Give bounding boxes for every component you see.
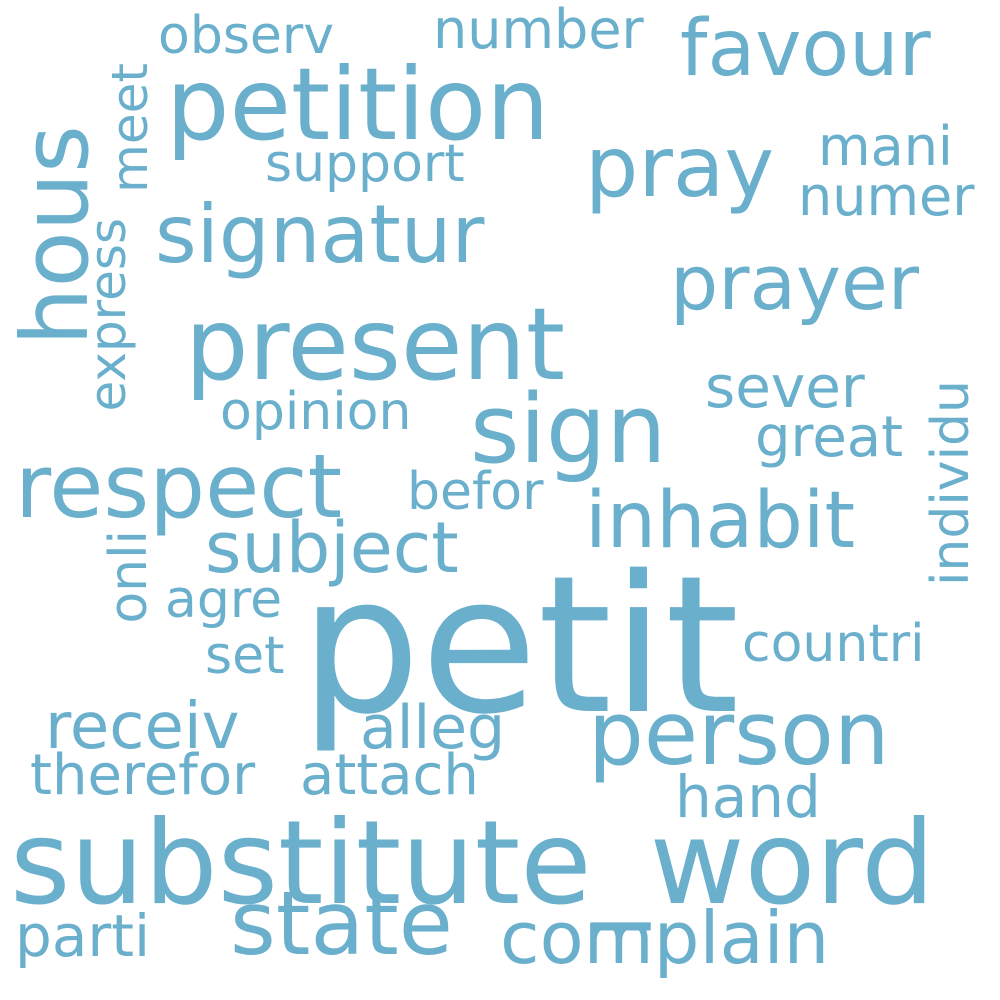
word-respect: respect bbox=[15, 435, 343, 538]
word-present: present bbox=[185, 286, 566, 403]
word-onli: onli bbox=[99, 530, 159, 624]
word-person: person bbox=[588, 682, 890, 785]
word-signatur: signatur bbox=[155, 188, 485, 281]
word-attach: attach bbox=[300, 743, 479, 808]
word-befor: befor bbox=[407, 462, 544, 522]
word-sever: sever bbox=[705, 353, 865, 421]
word-great: great bbox=[755, 405, 904, 470]
word-countri: countri bbox=[742, 614, 925, 674]
word-parti: parti bbox=[15, 902, 151, 970]
word-agre: agre bbox=[165, 570, 283, 630]
word-inhabit: inhabit bbox=[585, 476, 856, 566]
word-state: state bbox=[230, 872, 453, 975]
word-complain: complain bbox=[500, 896, 830, 980]
word-individu: individu bbox=[921, 380, 981, 587]
word-hand: hand bbox=[675, 763, 821, 831]
word-prayer: prayer bbox=[670, 238, 920, 327]
word-set: set bbox=[205, 626, 285, 686]
word-opinion: opinion bbox=[220, 382, 412, 442]
word-favour: favour bbox=[680, 4, 931, 94]
word-mani: mani bbox=[818, 115, 953, 178]
word-sign: sign bbox=[470, 375, 667, 485]
word-numer: numer bbox=[798, 165, 975, 228]
word-observ: observ bbox=[158, 6, 335, 66]
word-express: express bbox=[79, 218, 137, 412]
word-pray: pray bbox=[585, 118, 775, 216]
word-number: number bbox=[433, 0, 644, 61]
word-petit: petit bbox=[300, 535, 740, 756]
word-petition: petition bbox=[166, 46, 550, 163]
word-meet: meet bbox=[101, 63, 159, 193]
word-alleg: alleg bbox=[360, 693, 506, 763]
word-receiv: receiv bbox=[45, 690, 240, 764]
word-substitute-word: substitute_word bbox=[10, 796, 935, 931]
word-subject: subject bbox=[205, 507, 459, 589]
word-therefor: therefor bbox=[30, 743, 256, 808]
word-support: support bbox=[265, 134, 465, 194]
